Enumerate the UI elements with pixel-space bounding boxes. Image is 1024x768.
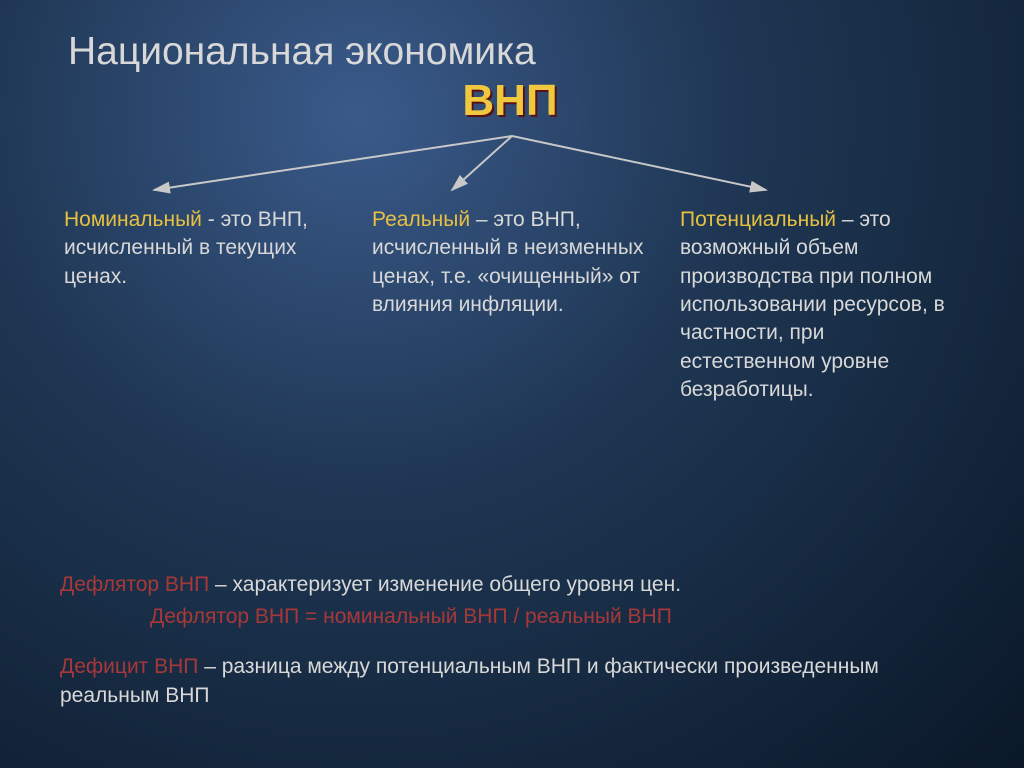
columns: Номинальный - это ВНП, исчисленный в тек… [60,206,964,404]
slide: Национальная экономика ВНП ВНП Номинальн… [0,0,1024,768]
arrow-left [154,136,512,190]
text-potential: – это возможный объем производства при п… [680,208,945,401]
term-potential: Потенциальный [680,208,836,231]
diagram-arrows [60,136,964,206]
deficit-label: Дефицит ВНП [60,655,198,678]
bottom-block: Дефлятор ВНП – характеризует изменение о… [60,571,964,714]
term-nominal: Номинальный [64,208,202,231]
term-real: Реальный [372,208,470,231]
arrow-right [512,136,766,190]
slide-subtitle: ВНП ВНП [60,78,964,128]
column-potential: Потенциальный – это возможный объем прои… [680,206,960,404]
deflator-formula: Дефлятор ВНП = номинальный ВНП / реальны… [150,605,672,628]
deflator-label: Дефлятор ВНП [60,573,209,596]
deflator-formula-line: Дефлятор ВНП = номинальный ВНП / реальны… [60,603,964,631]
deflator-line: Дефлятор ВНП – характеризует изменение о… [60,571,964,599]
deflator-text: – характеризует изменение общего уровня … [209,573,681,596]
column-nominal: Номинальный - это ВНП, исчисленный в тек… [64,206,344,404]
deficit-line: Дефицит ВНП – разница между потенциальны… [60,653,964,710]
slide-title: Национальная экономика [68,30,964,74]
subtitle-text: ВНП ВНП [464,78,559,127]
column-real: Реальный – это ВНП, исчисленный в неизме… [372,206,652,404]
